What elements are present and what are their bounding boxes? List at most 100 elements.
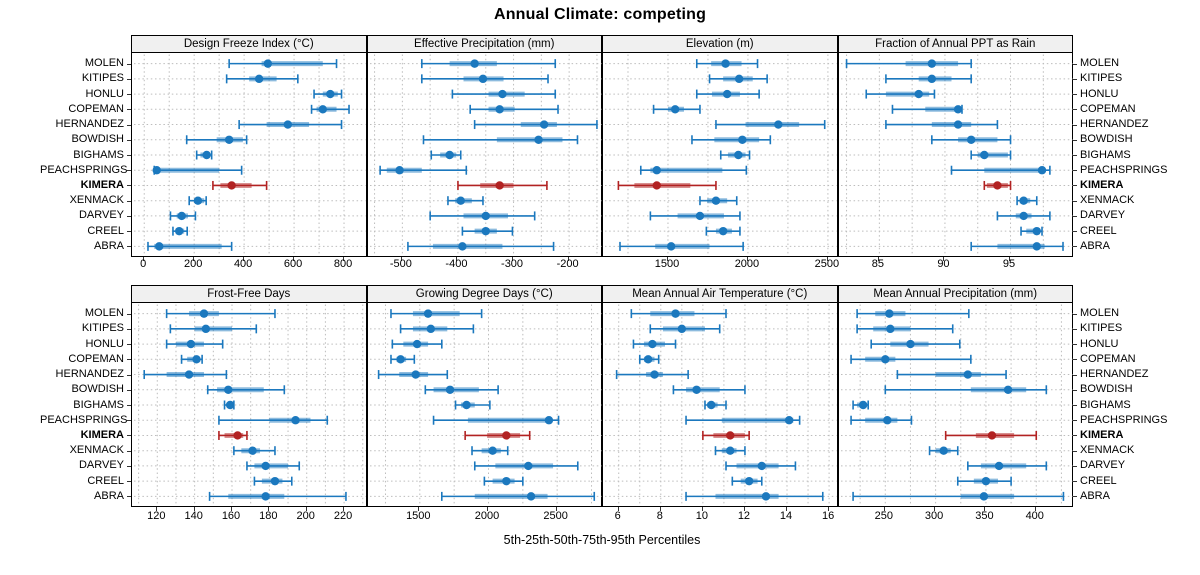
x-tick-label: 14 [779,510,793,522]
x-axis-tick [943,257,945,261]
median-dot-hernandez [283,120,293,129]
median-dot-bowdish [738,135,747,144]
site-label-left-bowdish: BOWDISH [71,383,124,396]
site-tick-left [127,231,131,233]
percentile-row-hernandez [473,120,598,130]
site-label-left-creel: CREEL [87,474,124,487]
site-label-right-honlu: HONLU [1080,87,1119,100]
percentile-row-copeman [389,354,415,364]
x-tick-label: 90 [937,258,950,270]
panel-strip-label: Mean Annual Precipitation (mm) [873,288,1038,300]
median-dot-molen [423,309,432,318]
median-dot-creel [981,476,990,486]
percentile-row-darvey [473,461,579,471]
site-label-left-copeman: COPEMAN [68,102,124,115]
median-dot-kimera [726,431,735,440]
site-tick-left [127,139,131,141]
percentile-row-peachsprings [685,415,801,425]
percentile-row-bowdish [424,385,499,395]
site-label-left-creel: CREEL [87,224,124,237]
site-label-left-peachsprings: PEACHSPRINGS [40,163,128,176]
x-axis-tick [934,507,936,511]
median-dot-xenmack [726,446,735,455]
x-tick-label: 400 [1025,510,1044,522]
x-axis-tick [293,257,295,261]
site-tick-right [1073,215,1077,217]
percentile-row-creel [461,226,513,236]
site-tick-left [127,63,131,65]
x-tick-label: -300 [501,258,524,270]
median-dot-kitipes [201,324,211,334]
site-tick-right [1073,139,1077,141]
percentile-row-peachsprings [152,165,243,175]
median-dot-hernandez [411,370,420,379]
site-tick-left [127,420,131,422]
site-tick-right [1073,344,1077,346]
panel-strip-effective-precipitation-mm: Effective Precipitation (mm) [366,35,602,53]
percentile-row-peachsprings [218,415,329,425]
site-label-left-hernandez: HERNANDEZ [55,118,124,131]
site-tick-left [127,170,131,172]
percentile-row-peachsprings [950,165,1051,175]
percentile-row-xenmack [714,446,746,456]
percentile-row-creel [253,476,293,486]
percentile-row-kitipes [855,324,954,334]
x-axis-tick [156,507,158,511]
x-axis-tick [984,507,986,511]
x-axis-tick [231,507,232,511]
x-tick-label: 160 [221,510,241,522]
percentile-row-copeman [652,104,701,114]
percentile-row-bighams [704,400,727,410]
percentile-row-hernandez [615,370,689,380]
median-dot-copeman [192,355,201,364]
site-label-left-hernandez: HERNANDEZ [55,368,124,381]
percentile-row-darvey [428,211,535,221]
site-tick-left [127,200,131,202]
percentile-row-abra [619,241,744,251]
percentile-row-kitipes [399,324,474,334]
median-dot-hernandez [953,120,962,129]
site-label-left-abra: ABRA [94,239,124,252]
median-dot-peachsprings [394,166,404,175]
site-label-left-copeman: COPEMAN [68,352,124,365]
percentile-row-kimera [702,430,750,440]
site-tick-left [127,215,131,217]
percentile-row-hernandez [715,120,826,130]
median-dot-kimera [652,181,661,190]
median-dot-abra [526,492,535,501]
percentile-row-honlu [165,339,224,349]
percentile-row-kimera [456,180,548,190]
x-tick-label: 800 [333,258,353,270]
site-label-left-honlu: HONLU [85,87,124,100]
site-label-right-kitipes: KITIPES [1080,72,1123,85]
site-tick-left [127,155,131,156]
site-tick-left [127,313,131,315]
site-tick-left [127,374,131,376]
percentile-row-hernandez [377,370,448,380]
percentile-row-abra [208,491,347,501]
median-dot-copeman [880,355,889,364]
median-dot-bighams [734,150,743,160]
median-dot-molen [199,309,209,318]
site-tick-right [1073,389,1077,391]
site-label-left-bowdish: BOWDISH [71,133,124,146]
median-dot-peachsprings [784,416,794,425]
x-tick-label: 120 [147,510,166,522]
median-dot-xenmack [1018,196,1028,205]
percentile-row-bowdish [185,135,248,145]
x-tick-label: 220 [333,510,353,522]
x-axis-tick [746,257,748,261]
site-tick-right [1073,465,1077,467]
x-tick-label: 2000 [734,258,760,270]
x-tick-label: 0 [140,258,147,270]
median-dot-bighams [444,150,454,160]
percentile-row-hernandez [238,120,343,130]
median-dot-kitipes [478,74,487,84]
x-axis-tick [826,257,828,261]
percentile-row-copeman [468,104,559,114]
x-tick-label: 6 [614,510,621,522]
site-tick-right [1073,124,1077,126]
panel-strip-label: Effective Precipitation (mm) [414,38,555,50]
median-dot-abra [155,242,164,251]
site-tick-left [127,94,131,96]
